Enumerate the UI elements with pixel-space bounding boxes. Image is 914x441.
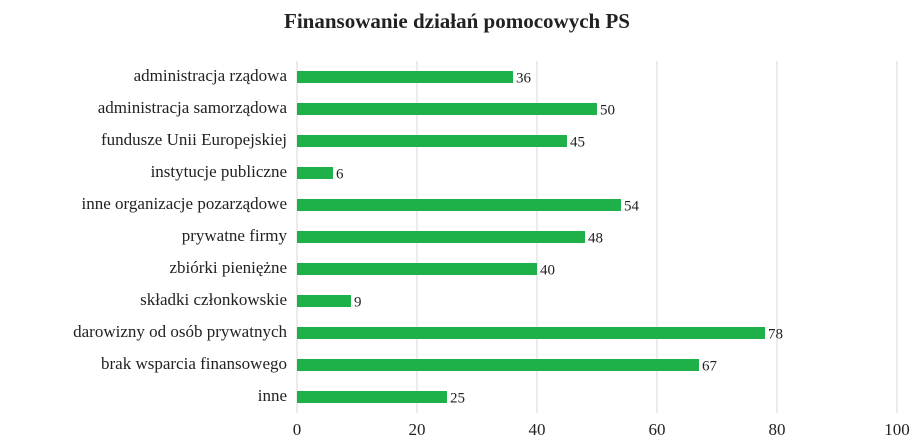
bar <box>297 231 585 243</box>
value-label: 48 <box>588 230 603 246</box>
bar <box>297 263 537 275</box>
y-tick-label: inne <box>258 386 287 405</box>
y-tick-label: administracja rządowa <box>134 66 288 85</box>
value-label: 67 <box>702 358 718 374</box>
bar <box>297 391 447 403</box>
bar <box>297 359 699 371</box>
x-tick-label: 80 <box>769 420 786 439</box>
bar <box>297 295 351 307</box>
bar <box>297 103 597 115</box>
bar <box>297 199 621 211</box>
y-tick-label: składki członkowskie <box>140 290 287 309</box>
x-tick-label: 40 <box>529 420 546 439</box>
chart-title: Finansowanie działań pomocowych PS <box>284 9 630 33</box>
x-tick-label: 0 <box>293 420 302 439</box>
y-tick-label: instytucje publiczne <box>151 162 287 181</box>
value-label: 45 <box>570 134 585 150</box>
value-label: 6 <box>336 166 344 182</box>
bar <box>297 327 765 339</box>
value-label: 78 <box>768 326 783 342</box>
x-tick-label: 60 <box>649 420 666 439</box>
value-label: 9 <box>354 294 362 310</box>
y-tick-label: inne organizacje pozarządowe <box>82 194 287 213</box>
y-tick-label: prywatne firmy <box>182 226 288 245</box>
value-label: 36 <box>516 70 532 86</box>
bar <box>297 135 567 147</box>
x-tick-label: 20 <box>409 420 426 439</box>
y-tick-label: administracja samorządowa <box>98 98 288 117</box>
y-tick-label: brak wsparcia finansowego <box>101 354 287 373</box>
value-label: 40 <box>540 262 555 278</box>
bar <box>297 167 333 179</box>
y-tick-label: zbiórki pieniężne <box>169 258 287 277</box>
value-label: 54 <box>624 198 640 214</box>
y-tick-label: darowizny od osób prywatnych <box>73 322 287 341</box>
value-label: 25 <box>450 390 465 406</box>
x-tick-label: 100 <box>884 420 910 439</box>
y-tick-label: fundusze Unii Europejskiej <box>101 130 287 149</box>
value-label: 50 <box>600 102 615 118</box>
bar <box>297 71 513 83</box>
